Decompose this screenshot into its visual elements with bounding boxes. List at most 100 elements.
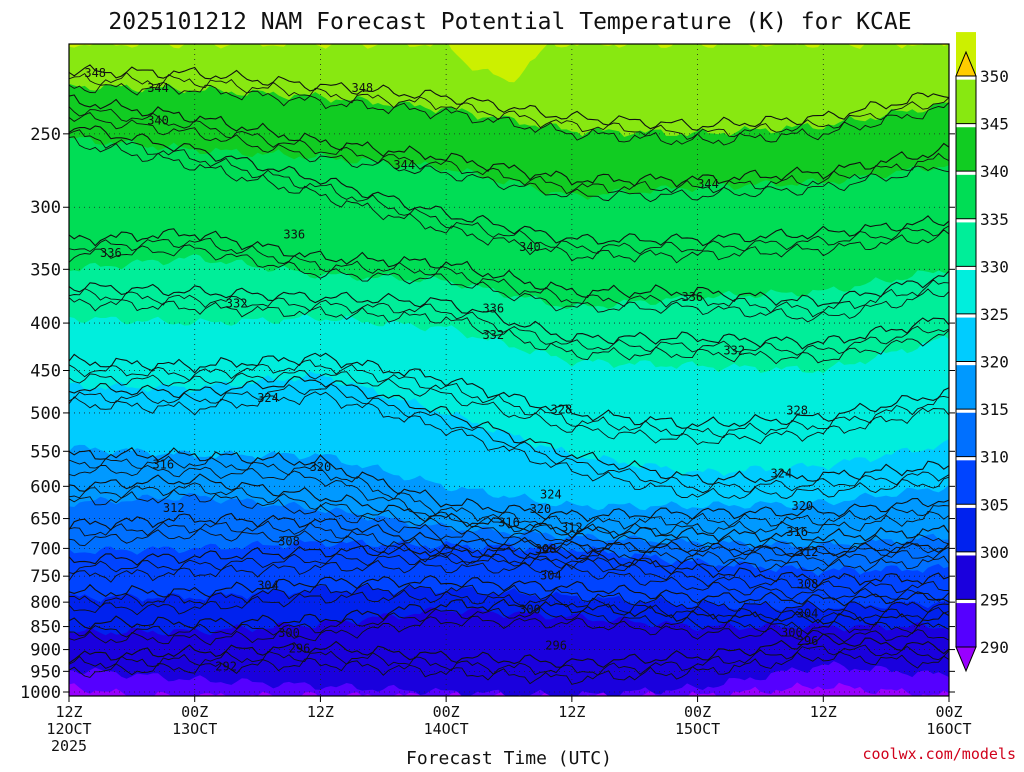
colorbar-cell-300 <box>956 507 976 552</box>
contour-label-text: 336 <box>283 227 305 241</box>
contour-label-344: 344 <box>147 81 169 95</box>
colorbar-tick-label: 305 <box>980 495 1009 514</box>
x-tick-label: 12OCT <box>46 720 91 738</box>
contour-label-text: 344 <box>147 81 169 95</box>
contour-minor-theta_316K_pressure-2 <box>69 489 949 559</box>
y-tick-label: 950 <box>30 662 61 682</box>
contour-label-336: 336 <box>100 246 122 260</box>
contour-label-296: 296 <box>545 639 567 653</box>
contour-minor-theta_348K_pressure-1 <box>69 71 949 140</box>
colorbar-arrow-bottom <box>955 646 977 673</box>
credit-text[interactable]: coolwx.com/models <box>862 745 1016 763</box>
contour-theta_344K_pressure <box>69 94 949 188</box>
contour-label-308: 308 <box>278 534 300 548</box>
contour-theta_296K_pressure <box>69 633 949 668</box>
contour-label-344: 344 <box>697 177 719 191</box>
contour-label-344: 344 <box>393 158 415 172</box>
contour-label-312: 312 <box>163 501 185 515</box>
contour-label-328: 328 <box>786 403 808 417</box>
y-tick-label: 400 <box>30 314 61 334</box>
y-tick-label: 600 <box>30 477 61 497</box>
contour-minor-theta_300K_pressure-1 <box>69 607 949 638</box>
colorbar-tick-label: 340 <box>980 162 1009 181</box>
x-tick-label: 12Z <box>55 703 82 721</box>
contour-minor-theta_328K_pressure-1 <box>69 359 949 439</box>
contour-label-text: 328 <box>786 403 808 417</box>
contour-label-332: 332 <box>723 343 745 357</box>
contour-theta_320K_pressure <box>69 447 949 523</box>
contour-label-text: 304 <box>257 579 279 593</box>
contour-label-300: 300 <box>781 626 803 640</box>
contour-label-348: 348 <box>351 81 373 95</box>
contour-label-text: 316 <box>498 515 520 529</box>
contour-minor-theta_348K_pressure-2 <box>69 81 949 146</box>
contour-label-312: 312 <box>797 545 819 559</box>
colorbar-cell-325 <box>956 269 976 314</box>
contour-minor-theta_304K_pressure-2 <box>69 589 949 624</box>
contour-minor-theta_336K_pressure-2 <box>69 244 949 323</box>
x-tick-label: 16OCT <box>926 720 971 738</box>
contour-label-text: 296 <box>797 634 819 648</box>
contour-label-text: 308 <box>797 577 819 591</box>
contour-minor-theta_324K_pressure-1 <box>69 383 949 494</box>
x-tick-label: 00Z <box>935 703 962 721</box>
x-tick-label: 2025 <box>51 737 87 755</box>
contour-label-text: 312 <box>561 521 583 535</box>
contour-label-316: 316 <box>786 525 808 539</box>
contour-label-text: 332 <box>482 328 504 342</box>
colorbar-tick-label: 335 <box>980 210 1009 229</box>
contour-theta_332K_pressure <box>69 282 949 350</box>
contour-label-text: 292 <box>215 660 237 674</box>
contour-minor-theta_320K_pressure-1 <box>69 455 949 531</box>
contour-minor-theta_304K_pressure-1 <box>69 582 949 614</box>
contour-label-text: 308 <box>535 542 557 556</box>
x-tick-label: 00Z <box>433 703 460 721</box>
contour-label-336: 336 <box>283 227 305 241</box>
contour-label-text: 300 <box>781 626 803 640</box>
contour-label-text: 304 <box>540 569 562 583</box>
y-tick-label: 250 <box>30 125 61 145</box>
contour-label-text: 336 <box>482 302 504 316</box>
contour-label-296: 296 <box>289 642 311 656</box>
colorbar-cell-345 <box>956 79 976 124</box>
colorbar-cell-310 <box>956 412 976 457</box>
y-tick-label: 700 <box>30 539 61 559</box>
x-tick-label: 00Z <box>684 703 711 721</box>
contour-label-304: 304 <box>540 569 562 583</box>
y-tick-label: 750 <box>30 567 61 587</box>
contour-label-text: 348 <box>84 66 106 80</box>
contour-label-text: 308 <box>278 534 300 548</box>
y-tick-label: 1000 <box>20 683 61 703</box>
contour-label-300: 300 <box>519 603 541 617</box>
contour-theta_340K_pressure <box>69 125 949 247</box>
contour-theta_308K_pressure <box>69 543 949 587</box>
contour-label-text: 300 <box>519 603 541 617</box>
colorbar-tick-label: 295 <box>980 590 1009 609</box>
x-tick-label: 15OCT <box>675 720 720 738</box>
contour-label-292: 292 <box>215 660 237 674</box>
contour-label-308: 308 <box>797 577 819 591</box>
contour-minor-theta_312K_pressure-2 <box>69 527 949 573</box>
contour-label-text: 296 <box>545 639 567 653</box>
contour-label-text: 320 <box>310 460 332 474</box>
contour-label-text: 296 <box>289 642 311 656</box>
contour-label-316: 316 <box>498 515 520 529</box>
contour-label-340: 340 <box>519 240 541 254</box>
grid-lines <box>69 44 949 696</box>
contour-theta_336K_pressure <box>69 228 949 307</box>
contour-label-324: 324 <box>257 391 279 405</box>
contour-label-text: 316 <box>152 457 174 471</box>
contour-label-text: 344 <box>393 158 415 172</box>
contour-label-296: 296 <box>797 634 819 648</box>
colorbar-tick-label: 350 <box>980 67 1009 86</box>
y-tick-label: 450 <box>30 361 61 381</box>
contour-label-336: 336 <box>681 290 703 304</box>
chart-title: 2025101212 NAM Forecast Potential Temper… <box>108 9 911 35</box>
fill-band-350 <box>69 44 949 83</box>
contour-label-320: 320 <box>310 460 332 474</box>
contour-theta_328K_pressure <box>69 352 949 429</box>
contour-label-text: 340 <box>147 114 169 128</box>
contour-minor-theta_340K_pressure-2 <box>69 136 949 264</box>
